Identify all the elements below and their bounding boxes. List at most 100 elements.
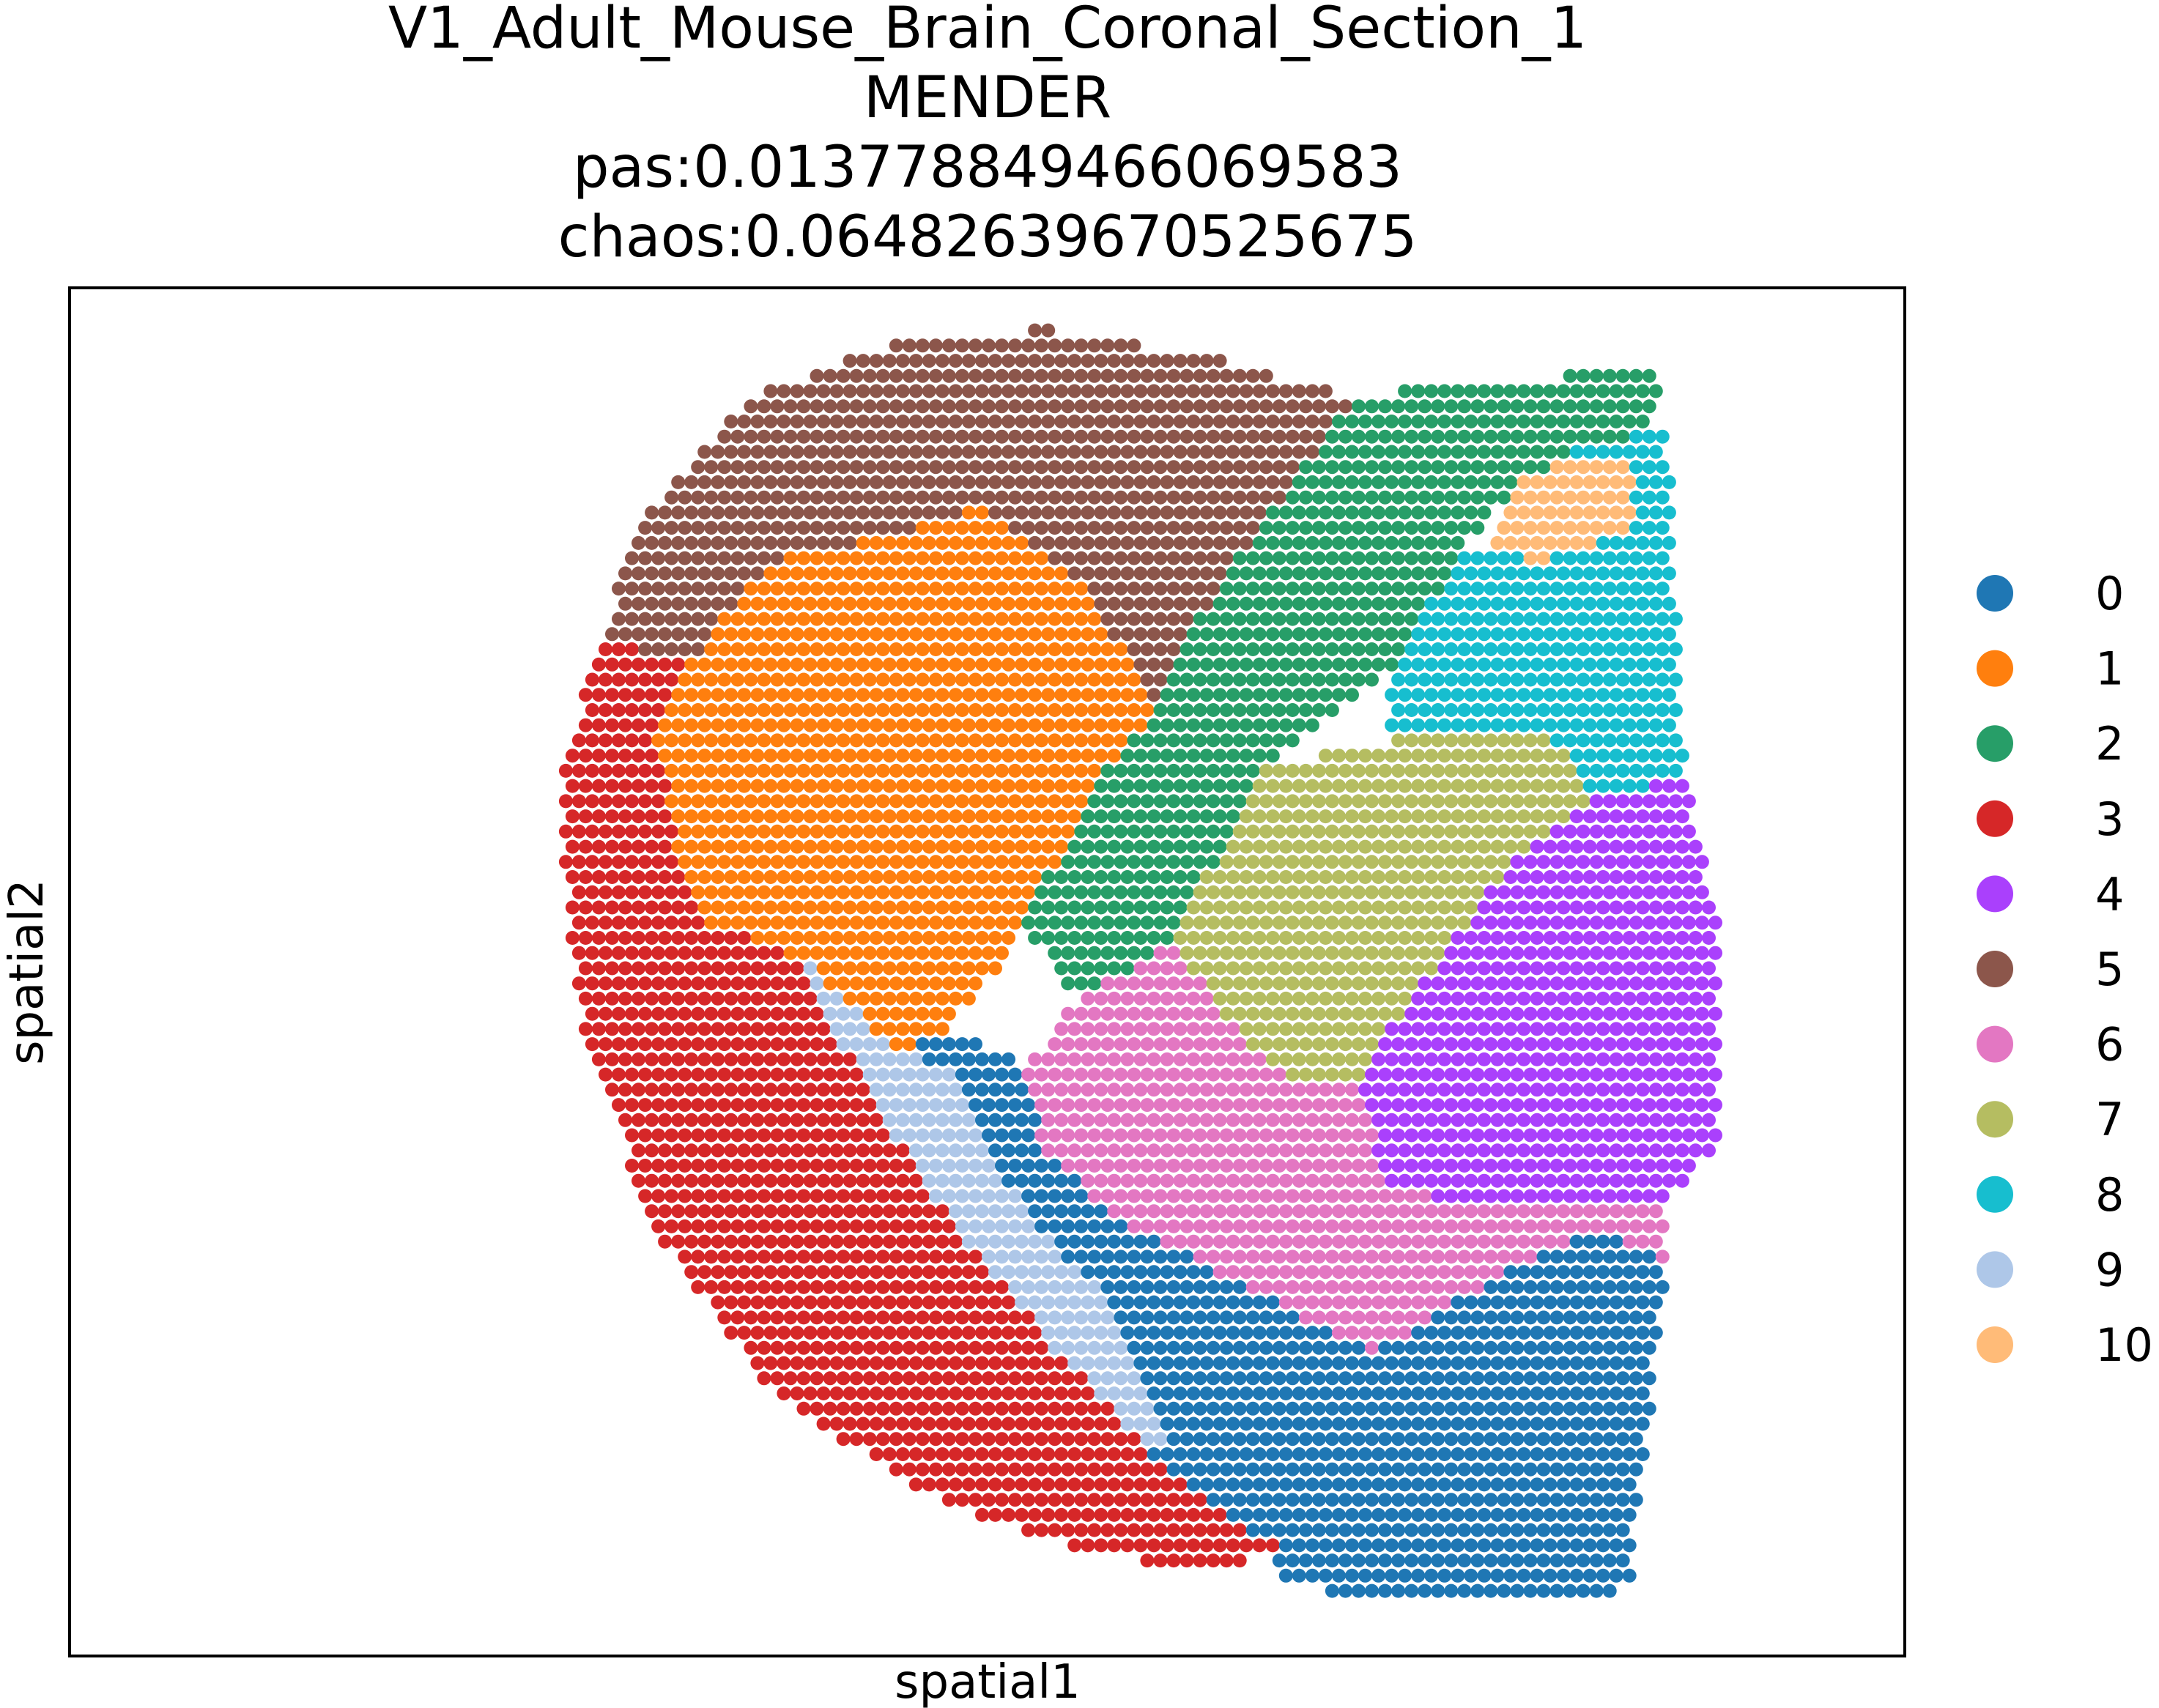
spot-cluster-5 [856,445,870,459]
spot-cluster-2 [1345,627,1359,642]
spot-cluster-9 [849,1037,864,1052]
spot-cluster-8 [1457,642,1472,656]
spot-cluster-2 [1391,582,1406,596]
spot-cluster-5 [1212,535,1227,550]
spot-cluster-6 [1411,1265,1426,1280]
spot-cluster-1 [744,642,758,656]
spot-cluster-8 [1523,642,1538,656]
spot-cluster-0 [1596,1265,1610,1280]
spot-cluster-1 [810,703,824,717]
spot-cluster-9 [895,1083,910,1097]
spot-cluster-4 [1510,946,1525,960]
spot-cluster-3 [691,1280,706,1294]
spot-cluster-4 [1464,1022,1478,1036]
spot-cluster-3 [922,1234,936,1249]
spot-cluster-1 [750,688,765,702]
spot-cluster-3 [975,1295,989,1310]
spot-cluster-5 [724,535,738,550]
spot-cluster-8 [1655,460,1670,475]
spot-cluster-6 [1153,1128,1168,1143]
spot-cluster-1 [995,521,1009,535]
spot-cluster-2 [1569,384,1584,398]
spot-cluster-0 [1622,1295,1637,1310]
spot-cluster-4 [1503,991,1518,1006]
spot-cluster-6 [1048,1128,1062,1143]
spot-cluster-2 [1444,399,1459,414]
spot-cluster-6 [1642,1219,1656,1233]
spot-cluster-2 [1325,551,1339,565]
spot-cluster-5 [704,521,719,535]
spot-cluster-6 [1517,1204,1531,1219]
spot-cluster-5 [697,566,712,581]
spot-cluster-0 [1602,1250,1617,1264]
spot-cluster-6 [1418,1250,1432,1264]
spot-cluster-0 [1173,1295,1188,1310]
spot-cluster-1 [1034,733,1049,748]
spot-cluster-6 [1272,1159,1286,1173]
spot-cluster-1 [744,855,758,869]
spot-cluster-1 [869,718,884,732]
spot-cluster-1 [889,976,903,991]
spot-cluster-8 [1470,582,1485,596]
spot-cluster-2 [1543,384,1558,398]
spot-cluster-8 [1602,582,1617,596]
spot-cluster-8 [1424,596,1439,611]
spot-cluster-5 [1054,415,1069,428]
spot-cluster-5 [777,415,791,428]
spot-cluster-2 [1378,642,1393,656]
spot-cluster-6 [1292,1173,1306,1188]
spot-cluster-2 [1325,490,1339,505]
spot-cluster-6 [1160,1022,1174,1036]
spot-cluster-5 [1140,551,1155,565]
spot-cluster-3 [777,961,791,976]
spot-cluster-1 [711,627,725,642]
spot-cluster-1 [763,809,778,824]
spot-cluster-7 [1358,961,1372,976]
spot-cluster-0 [1543,1265,1558,1280]
spot-cluster-1 [678,794,692,809]
spot-cluster-4 [1675,809,1689,824]
spot-cluster-1 [757,794,771,809]
spot-cluster-5 [1166,582,1181,596]
spot-cluster-2 [1147,900,1161,915]
spot-cluster-7 [1530,749,1544,763]
spot-cluster-4 [1596,870,1610,884]
spot-cluster-4 [1530,991,1544,1006]
spot-cluster-5 [969,490,982,505]
spot-cluster-6 [1160,961,1174,976]
spot-cluster-5 [711,475,725,489]
spot-cluster-3 [571,794,586,809]
spot-cluster-3 [599,703,612,717]
spot-cluster-1 [975,931,989,945]
spot-cluster-5 [1140,399,1155,414]
spot-cluster-2 [1629,368,1643,383]
spot-cluster-4 [1675,779,1689,793]
spot-cluster-6 [1503,1204,1518,1219]
spot-cluster-3 [836,1310,851,1325]
spot-cluster-1 [1067,688,1082,702]
spot-cluster-5 [829,475,844,489]
spot-cluster-1 [1048,794,1062,809]
spot-cluster-4 [1391,1037,1406,1052]
spot-cluster-7 [1252,991,1267,1006]
spot-cluster-0 [1635,1265,1650,1280]
spot-cluster-4 [1602,1128,1617,1143]
spot-cluster-5 [1193,521,1207,535]
spot-cluster-1 [750,809,765,824]
spot-cluster-1 [823,642,837,656]
spot-cluster-1 [1008,612,1023,626]
spot-cluster-6 [1212,1204,1227,1219]
spot-cluster-6 [1385,1295,1399,1310]
spot-cluster-6 [1305,1143,1319,1158]
spot-cluster-3 [737,1234,752,1249]
spot-cluster-3 [632,779,645,793]
spot-cluster-5 [1081,475,1095,489]
spot-cluster-8 [1418,642,1432,656]
spot-cluster-3 [757,1280,771,1294]
spot-cluster-2 [1245,703,1260,717]
spot-cluster-8 [1622,445,1637,459]
spot-cluster-5 [969,429,982,444]
spot-cluster-9 [869,1052,884,1066]
spot-cluster-7 [1404,733,1419,748]
spot-cluster-6 [1107,991,1122,1006]
